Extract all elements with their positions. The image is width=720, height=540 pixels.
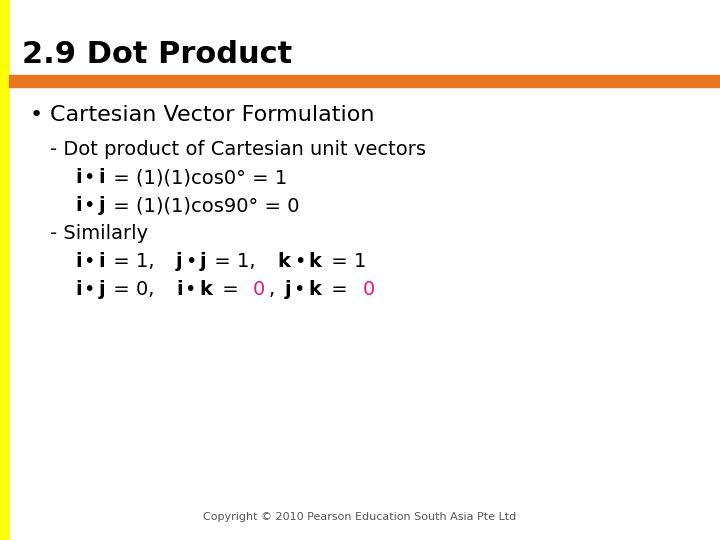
- Text: i: i: [75, 280, 81, 299]
- Text: •: •: [30, 105, 43, 125]
- Text: Copyright © 2010 Pearson Education South Asia Pte Ltd: Copyright © 2010 Pearson Education South…: [203, 512, 517, 522]
- Text: •: •: [184, 252, 196, 271]
- Text: j: j: [176, 252, 183, 271]
- Text: i: i: [75, 196, 81, 215]
- Text: i: i: [75, 168, 81, 187]
- Text: k: k: [308, 280, 321, 299]
- Text: k: k: [309, 252, 321, 271]
- Text: i: i: [98, 168, 105, 187]
- Text: •: •: [294, 280, 305, 299]
- Text: i: i: [176, 280, 183, 299]
- Text: 0: 0: [362, 280, 374, 299]
- Text: - Similarly: - Similarly: [50, 224, 148, 243]
- Text: = 1,: = 1,: [208, 252, 261, 271]
- Text: •: •: [294, 252, 305, 271]
- Bar: [0, 0, 9, 540]
- Text: •: •: [84, 168, 95, 187]
- Text: k: k: [277, 252, 290, 271]
- Text: = (1)(1)cos0° = 1: = (1)(1)cos0° = 1: [107, 168, 287, 187]
- Bar: [9, 75, 720, 87]
- Text: 2.9 Dot Product: 2.9 Dot Product: [22, 40, 292, 69]
- Text: •: •: [84, 280, 95, 299]
- Text: •: •: [84, 196, 95, 215]
- Text: = (1)(1)cos90° = 0: = (1)(1)cos90° = 0: [107, 196, 300, 215]
- Text: i: i: [75, 252, 81, 271]
- Text: k: k: [199, 280, 212, 299]
- Text: =: =: [325, 280, 354, 299]
- Text: j: j: [199, 252, 206, 271]
- Text: = 0,: = 0,: [107, 280, 161, 299]
- Text: = 1: = 1: [325, 252, 366, 271]
- Text: ,: ,: [269, 280, 282, 299]
- Text: j: j: [285, 280, 292, 299]
- Text: =: =: [216, 280, 245, 299]
- Text: = 1,: = 1,: [107, 252, 161, 271]
- Text: - Dot product of Cartesian unit vectors: - Dot product of Cartesian unit vectors: [50, 140, 426, 159]
- Text: j: j: [98, 280, 105, 299]
- Text: i: i: [98, 252, 105, 271]
- Text: j: j: [98, 196, 105, 215]
- Text: •: •: [184, 280, 196, 299]
- Text: 0: 0: [253, 280, 266, 299]
- Text: •: •: [84, 252, 95, 271]
- Text: Cartesian Vector Formulation: Cartesian Vector Formulation: [50, 105, 374, 125]
